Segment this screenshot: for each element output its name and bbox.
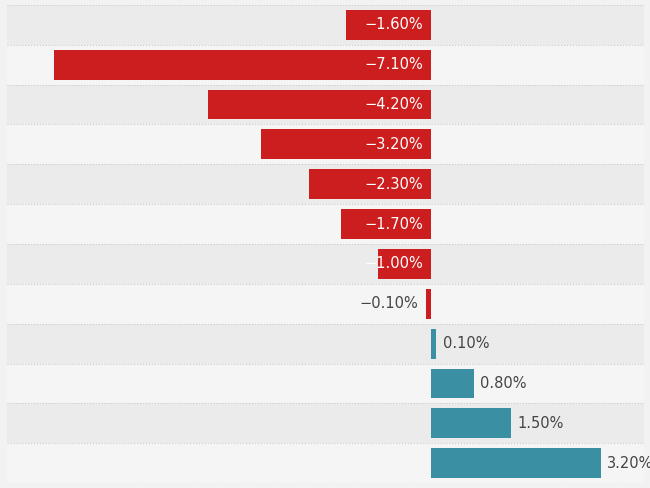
- Bar: [6, 324, 644, 364]
- Text: 1.50%: 1.50%: [517, 416, 564, 431]
- Text: −3.20%: −3.20%: [365, 137, 423, 152]
- Bar: [6, 244, 644, 284]
- Bar: [6, 84, 644, 124]
- Text: −0.10%: −0.10%: [359, 296, 418, 311]
- Bar: [431, 408, 511, 438]
- Text: −1.00%: −1.00%: [365, 256, 423, 271]
- Bar: [431, 329, 437, 359]
- Bar: [6, 364, 644, 404]
- Bar: [431, 368, 474, 398]
- Bar: [431, 448, 601, 478]
- Bar: [309, 169, 431, 199]
- Bar: [6, 443, 644, 483]
- Text: −1.70%: −1.70%: [365, 217, 423, 232]
- Bar: [6, 204, 644, 244]
- Text: −1.60%: −1.60%: [365, 17, 423, 32]
- Bar: [426, 289, 431, 319]
- Bar: [341, 209, 431, 239]
- Bar: [208, 90, 431, 120]
- Bar: [6, 45, 644, 84]
- Bar: [261, 129, 431, 159]
- Bar: [378, 249, 431, 279]
- Text: −4.20%: −4.20%: [365, 97, 423, 112]
- Text: −7.10%: −7.10%: [365, 57, 423, 72]
- Bar: [6, 284, 644, 324]
- Text: 0.10%: 0.10%: [443, 336, 489, 351]
- Bar: [346, 10, 431, 40]
- Text: −2.30%: −2.30%: [365, 177, 423, 192]
- Bar: [6, 5, 644, 45]
- Bar: [6, 124, 644, 164]
- Bar: [55, 50, 431, 80]
- Bar: [6, 164, 644, 204]
- Text: 0.80%: 0.80%: [480, 376, 526, 391]
- Bar: [6, 404, 644, 443]
- Text: 3.20%: 3.20%: [607, 456, 650, 471]
